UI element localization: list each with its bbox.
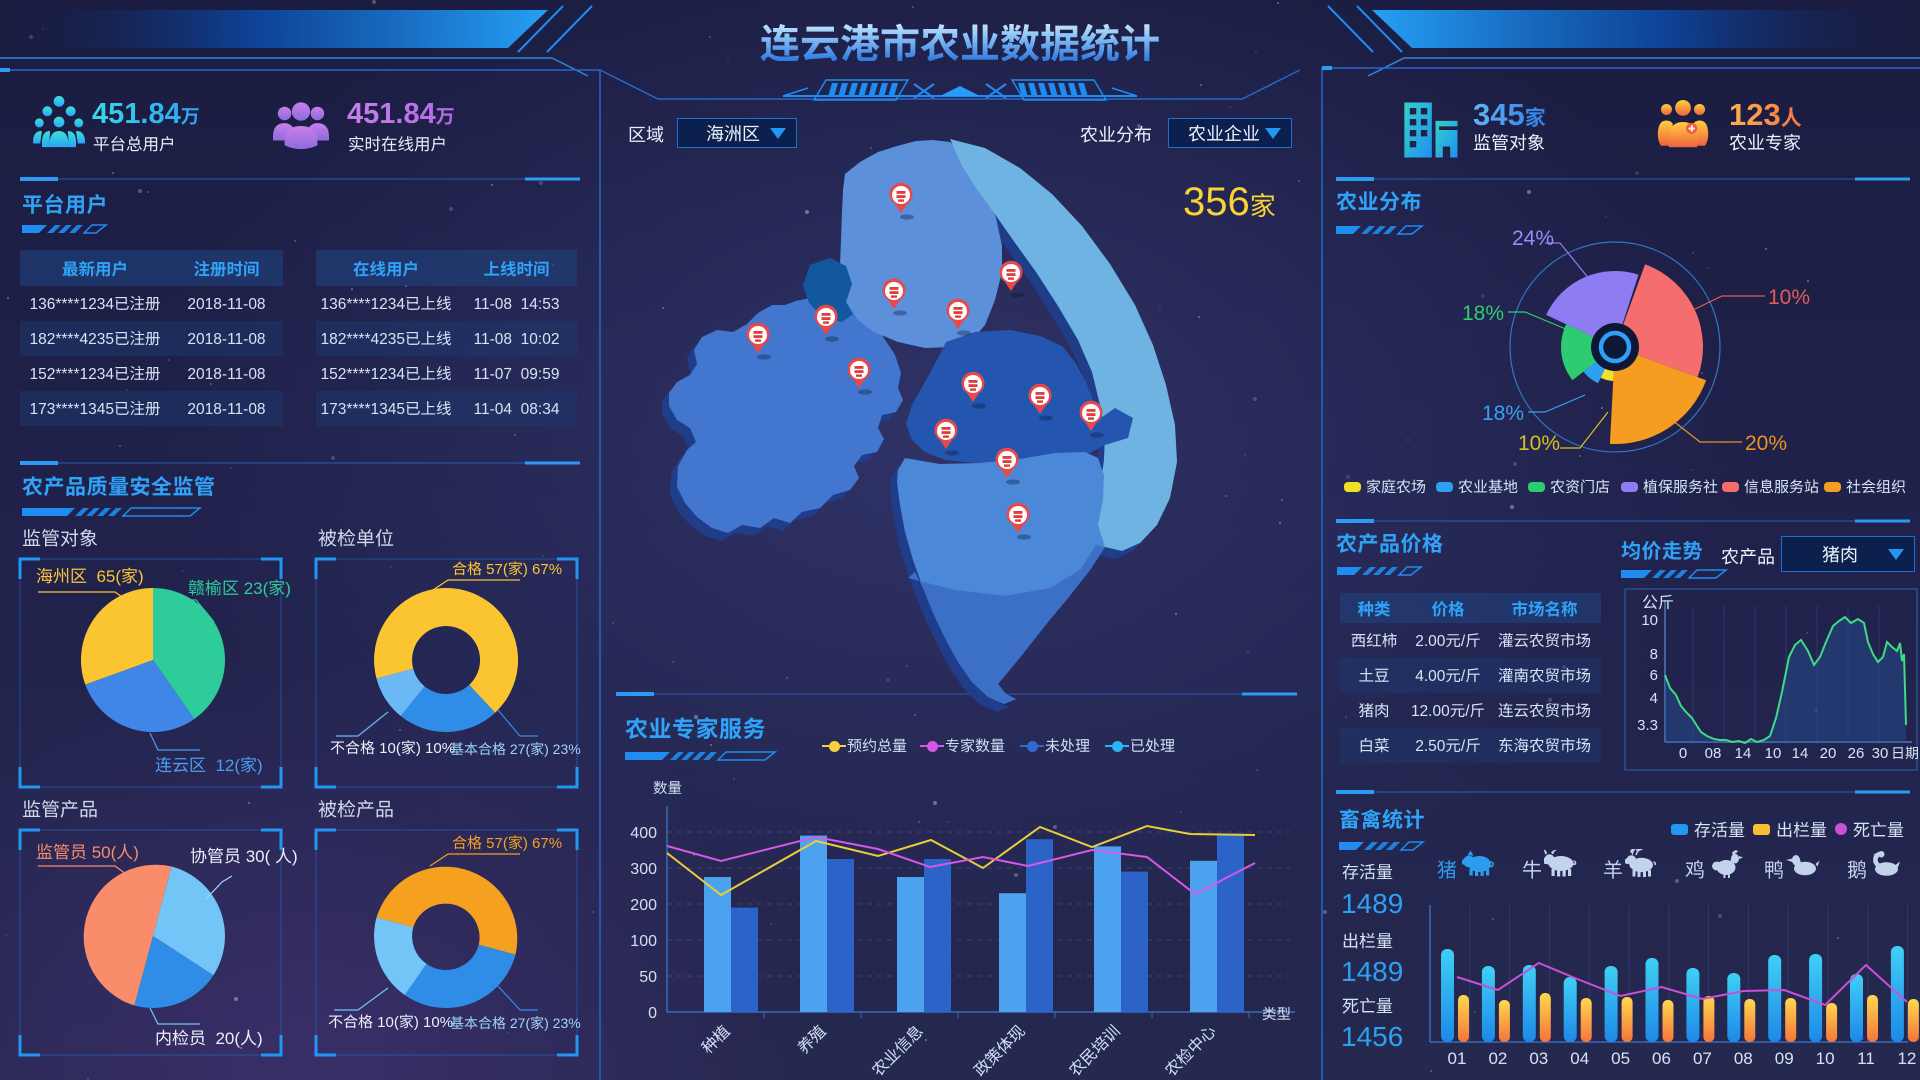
svg-text:日期: 日期 <box>1891 743 1919 763</box>
svg-text:10: 10 <box>1765 742 1782 763</box>
svg-text:30: 30 <box>1872 742 1889 763</box>
svg-text:05: 05 <box>1611 1044 1630 1069</box>
svg-text:14: 14 <box>1792 742 1809 763</box>
svg-text:10: 10 <box>1641 609 1658 630</box>
svg-text:14: 14 <box>1735 742 1752 763</box>
svg-text:100: 100 <box>630 927 657 951</box>
svg-text:20: 20 <box>1820 742 1837 763</box>
svg-text:11: 11 <box>1857 1044 1875 1069</box>
svg-text:03: 03 <box>1529 1044 1548 1069</box>
svg-text:09: 09 <box>1775 1044 1794 1069</box>
svg-text:10: 10 <box>1816 1044 1835 1069</box>
svg-text:农业信息: 农业信息 <box>865 1019 927 1080</box>
svg-text:07: 07 <box>1693 1044 1712 1069</box>
svg-text:农检中心: 农检中心 <box>1158 1019 1220 1080</box>
svg-text:政策体现: 政策体现 <box>967 1019 1029 1080</box>
svg-text:4: 4 <box>1650 687 1658 708</box>
svg-text:50: 50 <box>639 963 657 987</box>
svg-text:02: 02 <box>1488 1044 1507 1069</box>
svg-text:农民培训: 农民培训 <box>1062 1019 1124 1080</box>
svg-text:6: 6 <box>1650 664 1658 685</box>
svg-text:0: 0 <box>1679 742 1687 763</box>
svg-text:08: 08 <box>1734 1044 1753 1069</box>
svg-text:01: 01 <box>1448 1044 1467 1069</box>
svg-text:公斤: 公斤 <box>1642 589 1674 613</box>
svg-text:08: 08 <box>1705 742 1722 763</box>
svg-text:300: 300 <box>630 855 657 879</box>
svg-text:200: 200 <box>630 891 657 915</box>
svg-text:12: 12 <box>1897 1044 1916 1069</box>
svg-text:26: 26 <box>1848 742 1865 763</box>
svg-text:400: 400 <box>630 819 657 843</box>
svg-text:8: 8 <box>1650 643 1658 664</box>
svg-text:3.3: 3.3 <box>1637 714 1658 735</box>
svg-text:04: 04 <box>1570 1044 1589 1069</box>
svg-text:类型: 类型 <box>1262 1003 1291 1024</box>
svg-text:养殖: 养殖 <box>791 1019 831 1059</box>
svg-text:数量: 数量 <box>653 777 682 798</box>
svg-text:06: 06 <box>1652 1044 1671 1069</box>
svg-text:种植: 种植 <box>695 1019 735 1059</box>
svg-text:0: 0 <box>648 999 657 1023</box>
